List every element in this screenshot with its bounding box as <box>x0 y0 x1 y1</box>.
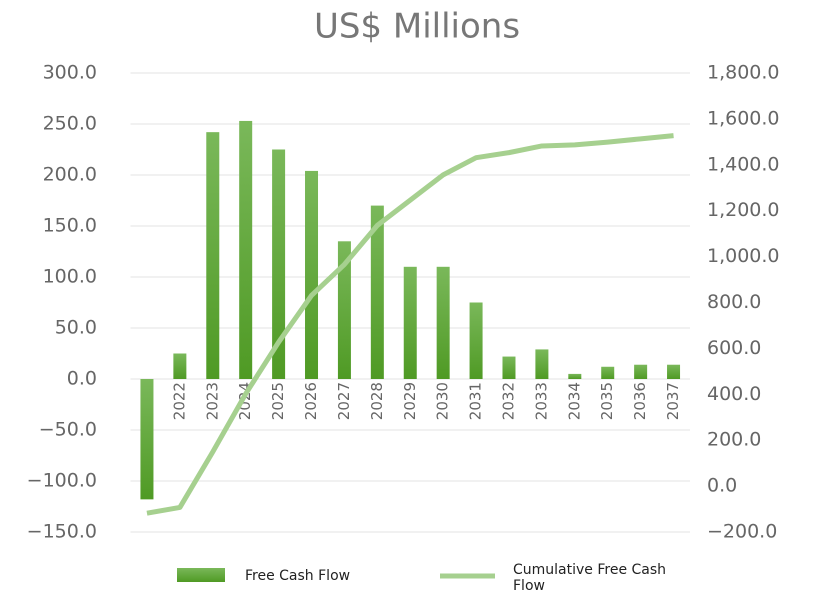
y-tick-label: 200.0 <box>43 164 97 186</box>
y-tick-label: 100.0 <box>43 266 97 288</box>
y2-tick-label: 200.0 <box>707 429 761 451</box>
y-tick-label: −50.0 <box>39 419 97 441</box>
y-tick-label: 300.0 <box>43 62 97 84</box>
legend-swatch <box>177 568 225 582</box>
y2-tick-label: 600.0 <box>707 337 761 359</box>
y2-tick-label: 1,600.0 <box>707 107 780 129</box>
x-tick-label: 2032 <box>499 382 517 420</box>
x-tick-label: 2029 <box>401 382 419 420</box>
x-tick-label: 2035 <box>598 382 616 420</box>
x-tick-label: 2022 <box>170 382 188 420</box>
y2-tick-label: 400.0 <box>707 383 761 405</box>
line <box>146 133 674 516</box>
y2-tick-label: 1,000.0 <box>707 245 780 267</box>
x-tick-label: 2030 <box>434 382 452 420</box>
bar <box>305 170 319 379</box>
bar <box>206 132 220 379</box>
bar <box>239 120 253 379</box>
x-tick-label: 2037 <box>664 382 682 420</box>
x-tick-label: 2027 <box>335 382 353 420</box>
bar <box>370 205 384 379</box>
bar <box>601 366 615 379</box>
bar <box>140 379 154 500</box>
bar <box>634 364 648 379</box>
y-tick-label: 0.0 <box>67 368 97 390</box>
bar <box>173 353 187 379</box>
bar <box>568 373 582 379</box>
y-tick-label: 50.0 <box>55 317 97 339</box>
x-tick-label: 2028 <box>368 382 386 420</box>
bar <box>469 302 483 379</box>
y2-tick-label: 800.0 <box>707 291 761 313</box>
y2-tick-label: 0.0 <box>707 475 737 497</box>
bar <box>535 349 549 379</box>
x-tick-label: 2036 <box>631 382 649 420</box>
bar <box>436 266 450 379</box>
y2-tick-label: 1,400.0 <box>707 153 780 175</box>
legend-label: Cumulative Free Cash Flow <box>513 562 667 594</box>
chart-title: US$ Millions <box>314 7 520 47</box>
y2-tick-label: −200.0 <box>707 521 777 543</box>
bar <box>403 266 417 379</box>
y-tick-label: −150.0 <box>27 521 97 543</box>
bar <box>272 149 286 379</box>
y-tick-label: 250.0 <box>43 113 97 135</box>
x-tick-label: 2031 <box>467 382 485 420</box>
x-tick-label: 2026 <box>302 382 320 420</box>
x-tick-label: 2023 <box>203 382 221 420</box>
x-tick-label: 2025 <box>269 382 287 420</box>
bar <box>667 364 681 379</box>
bar <box>337 241 351 379</box>
bar <box>502 356 516 379</box>
x-tick-label: 2034 <box>565 382 583 420</box>
legend-label: Free Cash Flow <box>245 568 350 584</box>
y-tick-label: −100.0 <box>27 470 97 492</box>
y-tick-label: 150.0 <box>43 215 97 237</box>
x-tick-label: 2033 <box>532 382 550 420</box>
y2-tick-label: 1,800.0 <box>707 62 780 84</box>
y2-tick-label: 1,200.0 <box>707 199 780 221</box>
